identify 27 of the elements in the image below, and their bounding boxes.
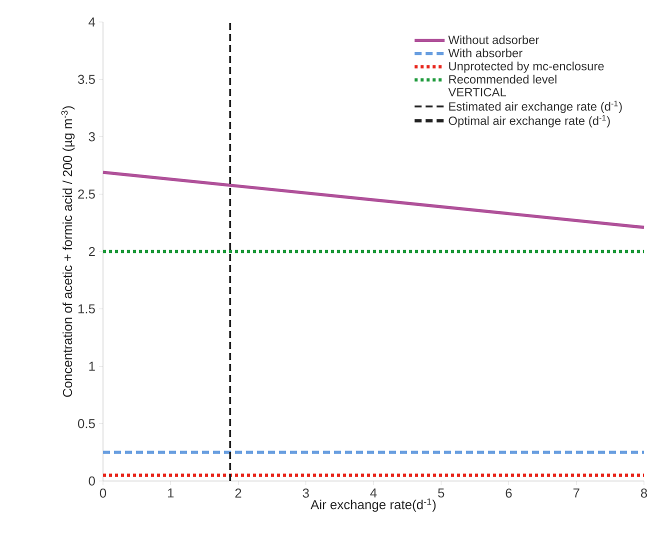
y-tick-label: 1.5 xyxy=(78,304,95,314)
x-axis-title: Air exchange rate(d$^{-1}$) xyxy=(310,498,436,512)
legend-label: Recommended level xyxy=(449,74,556,84)
x-tick-label: 1 xyxy=(168,488,174,498)
x-tick-label: 7 xyxy=(573,488,580,498)
x-tick-label: 8 xyxy=(640,488,648,498)
x-tick-label: 5 xyxy=(438,488,444,498)
y-tick-label: 2 xyxy=(88,246,95,256)
y-tick-label: 3.5 xyxy=(78,74,95,84)
y-tick-label: 3 xyxy=(88,132,95,142)
x-tick-label: 6 xyxy=(506,488,512,498)
annotation: VERTICAL xyxy=(448,88,506,96)
x-tick-label: 4 xyxy=(370,488,377,498)
y-tick-label: 1 xyxy=(89,362,95,371)
y-tick-label: 4 xyxy=(88,18,96,26)
legend-label: With absorber xyxy=(448,48,522,58)
legend-label: Without adsorber xyxy=(448,35,540,44)
y-axis-title: Concentration of acetic + formic acid / 200 (µg m$^{-3}$) xyxy=(61,106,75,397)
x-tick-label: 0 xyxy=(100,488,106,498)
x-tick-label: 2 xyxy=(235,488,242,498)
legend-label: Estimated air exchange rate (d$^{-1}$) xyxy=(449,100,622,114)
x-tick-label: 3 xyxy=(302,488,309,498)
legend-label: Optimal air exchange rate (d$^{-1}$) xyxy=(448,115,610,128)
y-tick-label: 0.5 xyxy=(78,419,95,428)
legend-label: Unprotected by mc-enclosure xyxy=(449,62,604,73)
y-tick-label: 2.5 xyxy=(78,190,95,199)
y-tick-label: 0 xyxy=(88,476,95,486)
